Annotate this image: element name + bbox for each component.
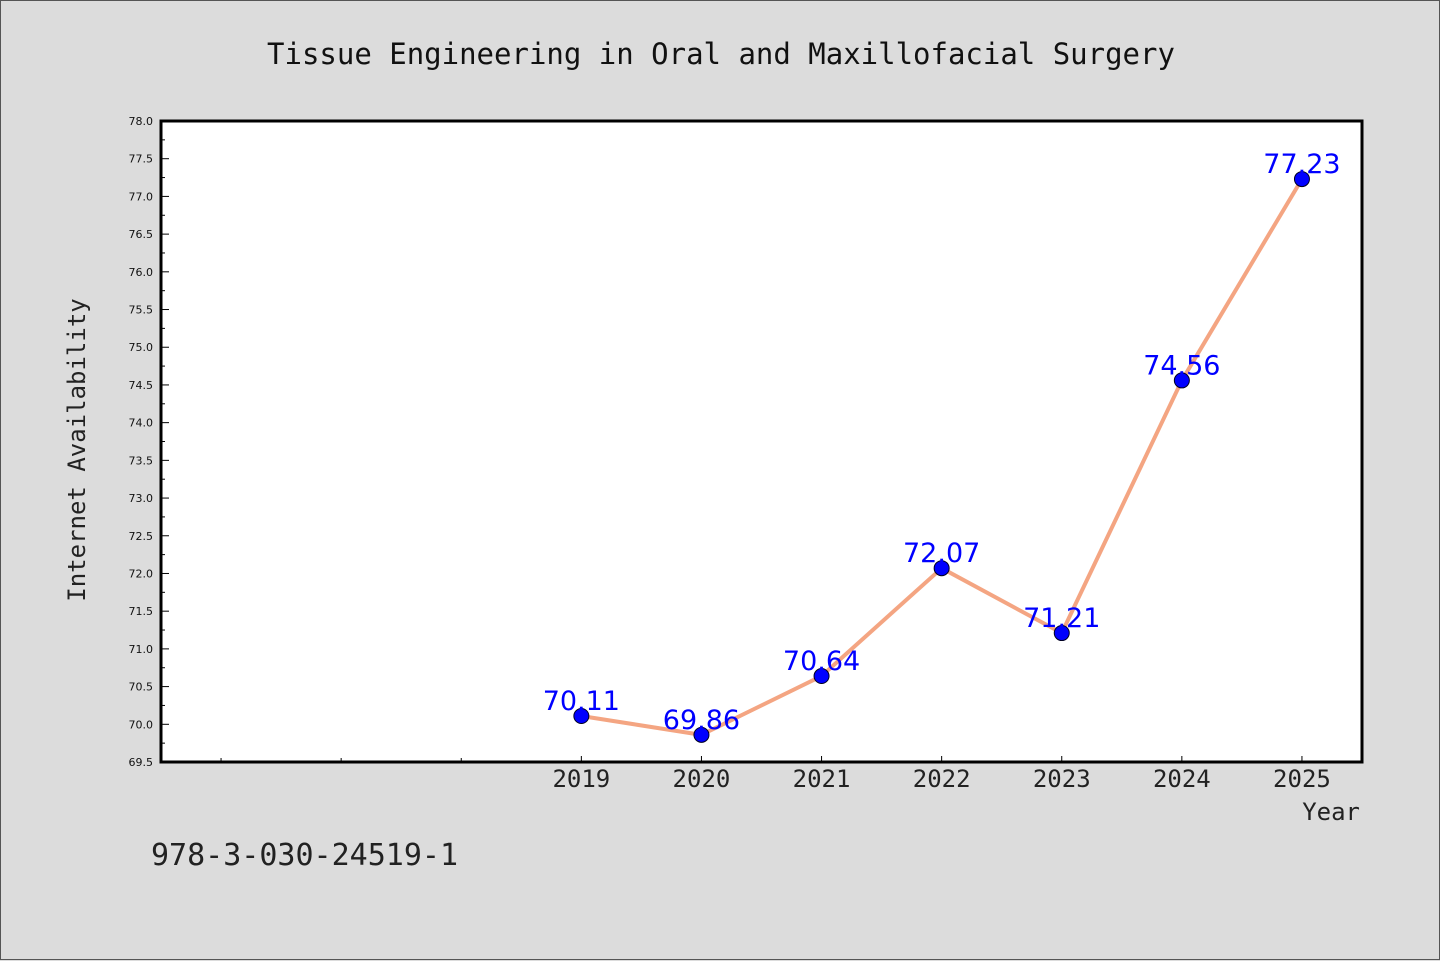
y-tick-label: 75.5	[129, 304, 154, 317]
data-label: 69.86	[663, 705, 740, 736]
plot-area	[159, 119, 1364, 764]
data-point	[1173, 372, 1190, 389]
y-tick-label: 69.5	[129, 756, 154, 769]
y-tick-label: 72.5	[129, 530, 154, 543]
data-point	[1293, 171, 1310, 188]
data-label: 77.23	[1263, 149, 1340, 180]
y-tick-label: 76.0	[129, 266, 154, 279]
y-tick-label: 70.0	[129, 718, 154, 731]
data-point	[573, 707, 590, 724]
y-tick-label: 75.0	[129, 341, 154, 354]
y-tick-label: 70.5	[129, 681, 154, 694]
data-label: 72.07	[903, 538, 980, 569]
y-tick-label: 74.5	[129, 379, 154, 392]
y-tick-label: 77.0	[129, 190, 154, 203]
data-point	[1053, 625, 1070, 642]
y-tick-label: 71.0	[129, 643, 154, 656]
data-label: 74.56	[1143, 350, 1220, 381]
y-tick-label: 71.5	[129, 605, 154, 618]
x-tick-label: 2020	[673, 765, 731, 793]
data-labels: 70.11 69.86 70.64 72.07 71.21 74.56 77.23	[543, 149, 1341, 736]
data-label: 71.21	[1023, 603, 1100, 634]
y-tick-label: 74.0	[129, 417, 154, 430]
data-label: 70.64	[783, 646, 860, 677]
y-tick-label: 78.0	[129, 115, 154, 128]
x-tick-label: 2022	[913, 765, 971, 793]
data-label: 70.11	[543, 686, 620, 717]
y-tick-label: 76.5	[129, 228, 154, 241]
data-point	[693, 726, 710, 743]
isbn-footer: 978-3-030-24519-1	[151, 838, 458, 873]
y-tick-label: 73.5	[129, 454, 154, 467]
x-axis: 2019 2020 2021 2022 2023 2024 2025	[220, 756, 1331, 793]
x-tick-label: 2019	[552, 765, 610, 793]
x-tick-label: 2023	[1033, 765, 1091, 793]
x-axis-label: Year	[1302, 798, 1360, 826]
data-point	[813, 668, 830, 685]
x-tick-label: 2021	[793, 765, 851, 793]
series-line	[573, 171, 1310, 743]
y-axis-label: Internet Availability	[63, 298, 91, 601]
x-tick-label: 2025	[1273, 765, 1331, 793]
y-tick-label: 77.5	[129, 153, 154, 166]
data-point	[933, 560, 950, 577]
y-axis: 69.5 70.0 70.5 71.0 71.5 72.0 72.5 73.0 73.5 74.0…	[129, 115, 169, 769]
y-tick-label: 73.0	[129, 492, 154, 505]
x-tick-label: 2024	[1153, 765, 1211, 793]
y-tick-label: 72.0	[129, 567, 154, 580]
chart-title: Tissue Engineering in Oral and Maxillofa…	[267, 37, 1175, 71]
